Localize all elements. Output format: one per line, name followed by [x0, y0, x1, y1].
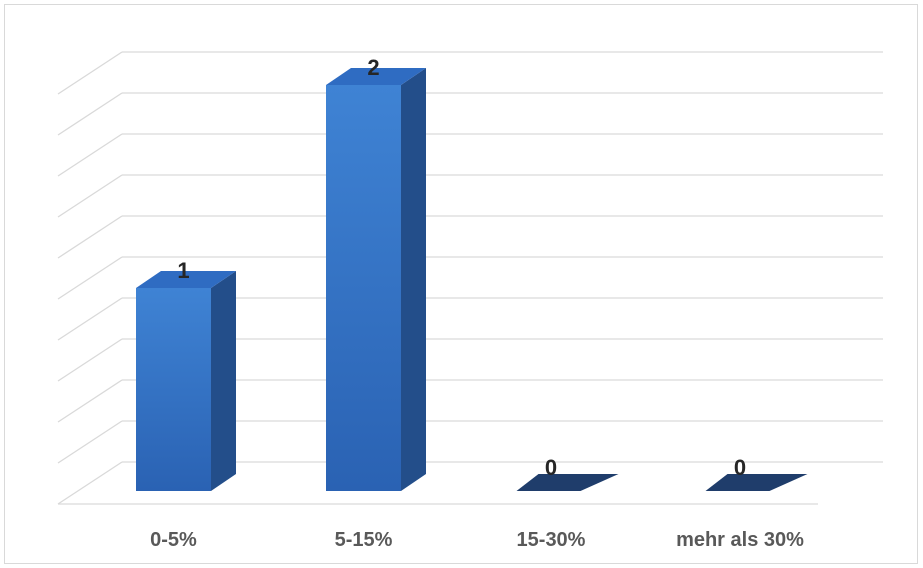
wall-gridline: [57, 297, 123, 341]
wall-gridline: [57, 379, 123, 423]
wall-gridline: [57, 256, 123, 300]
wall-gridline: [57, 461, 123, 505]
bar-top: [326, 68, 426, 85]
x-tick-label: 5-15%: [335, 529, 393, 551]
bar-group: [705, 474, 808, 491]
grid-layer: [57, 51, 883, 505]
bar: [326, 85, 401, 491]
data-label: 2: [367, 55, 379, 80]
wall-gridline: [57, 215, 123, 259]
bar-side: [211, 271, 236, 491]
bar: [516, 474, 619, 491]
wall-gridline: [57, 51, 123, 95]
bar-side: [401, 68, 426, 491]
bar: [705, 474, 808, 491]
label-layer: 1 0-5% 2 5-15% 0 15-30% 0 mehr als 30%: [150, 55, 804, 551]
bar-group: [516, 474, 619, 491]
data-label: 0: [545, 455, 557, 480]
bar-group: [326, 68, 426, 491]
wall-gridline: [57, 133, 123, 177]
x-tick-label: 15-30%: [517, 529, 586, 551]
data-label: 0: [734, 455, 746, 480]
bar-layer: [136, 68, 808, 491]
bar-top: [136, 271, 236, 288]
x-tick-label: mehr als 30%: [676, 529, 804, 551]
wall-gridline: [57, 92, 123, 136]
x-tick-label: 0-5%: [150, 529, 197, 551]
wall-gridline: [57, 174, 123, 218]
data-label: 1: [177, 258, 189, 283]
bar: [136, 288, 211, 491]
wall-gridline: [57, 420, 123, 464]
bar-group: [136, 271, 236, 491]
wall-gridline: [57, 338, 123, 382]
